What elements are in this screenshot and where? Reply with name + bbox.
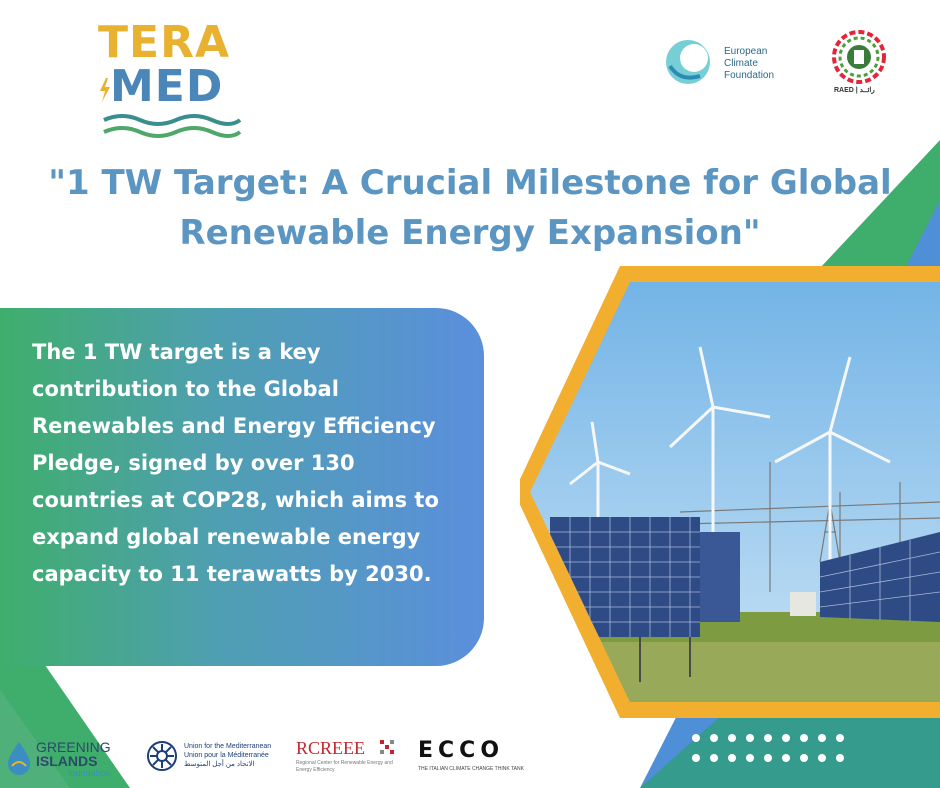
greening-line-2: ISLANDS (36, 753, 98, 769)
greening-line-3: foundation (68, 768, 111, 778)
ufm-logo: Union for the Mediterranean Union pour l… (144, 738, 274, 778)
raed-logo: RAED | رائــد (828, 30, 890, 100)
ufm-line-3: الاتحاد من أجل المتوسط (184, 761, 255, 768)
rcreee-subtitle: Regional Center for Renewable Energy and… (296, 760, 393, 773)
logo-tera-text: TERA (98, 17, 231, 68)
ecco-wordmark: ECCO (418, 738, 505, 763)
text-panel (0, 308, 484, 666)
ecf-logo: European Climate Foundation (660, 36, 790, 88)
greening-islands-logo: GREENING ISLANDS foundation (6, 738, 136, 778)
headline: "1 TW Target: A Crucial Milestone for Gl… (48, 163, 892, 253)
ufm-emblem-icon (147, 741, 177, 771)
ecf-name: European Climate Foundation (724, 46, 774, 82)
greening-line-1: GREENING (36, 739, 111, 755)
ecf-line-3: Foundation (724, 70, 775, 81)
raed-emblem-icon (832, 30, 886, 84)
rcreee-logo: RCREEE Regional Center for Renewable Ene… (296, 738, 406, 778)
waves-icon (103, 114, 242, 138)
ecf-swirl-icon (666, 40, 710, 84)
rcreee-wordmark: RCREEE (296, 738, 366, 758)
ecf-line-1: European (724, 46, 768, 57)
water-drop-icon (8, 742, 30, 775)
ufm-line-2: Union pour la Méditerranée (184, 752, 269, 759)
body-text: The 1 TW target is a key contribution to… (32, 340, 439, 586)
rcreee-squares-icon (380, 740, 394, 754)
teramed-logo: TERA MED (92, 20, 252, 140)
ecco-subtitle: THE ITALIAN CLIMATE CHANGE THINK TANK (418, 766, 524, 772)
solar-wind-photo (520, 266, 940, 718)
logo-med-text: MED (110, 61, 224, 112)
lightning-icon (100, 78, 110, 102)
raed-label: RAED | رائــد (834, 87, 875, 94)
ufm-line-1: Union for the Mediterranean (184, 743, 272, 750)
ecco-logo: ECCO THE ITALIAN CLIMATE CHANGE THINK TA… (414, 738, 524, 778)
ufm-name: Union for the Mediterranean Union pour l… (184, 742, 280, 769)
dots-pattern (692, 734, 844, 762)
ecf-line-2: Climate (724, 58, 758, 69)
